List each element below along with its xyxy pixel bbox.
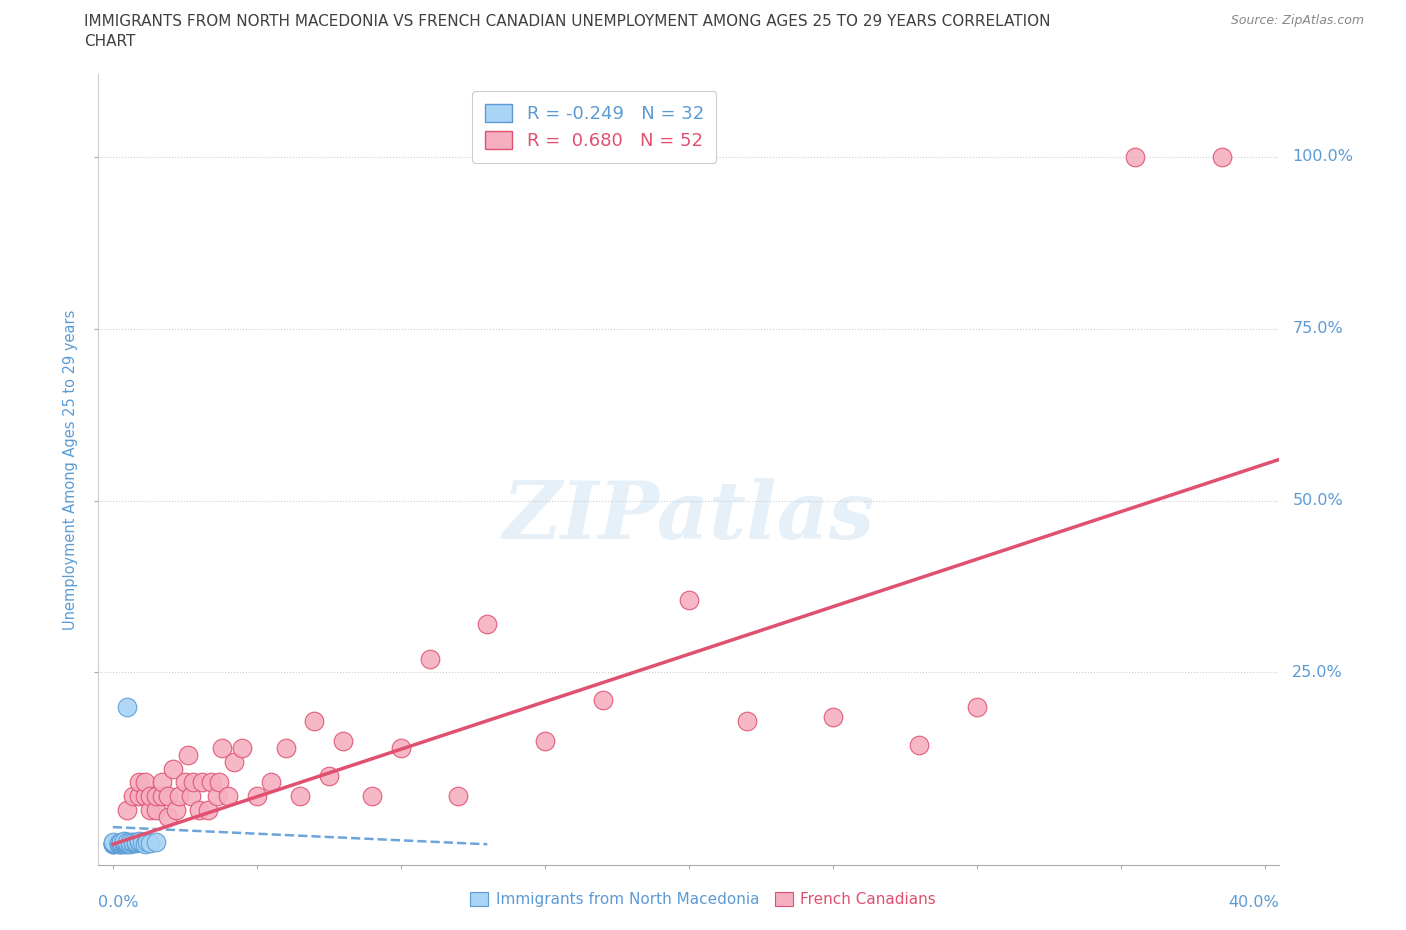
Point (156, 789, 179, 804)
Point (101, 837, 124, 852)
Point (274, 740, 297, 755)
Point (165, 803, 187, 817)
Point (419, 651, 441, 666)
Point (125, 835, 148, 850)
Point (260, 775, 283, 790)
Point (115, 834, 138, 849)
Point (177, 748, 200, 763)
Point (156, 809, 179, 824)
Point (107, 837, 129, 852)
Text: 25.0%: 25.0% (1292, 665, 1343, 680)
Point (112, 835, 135, 850)
Point (1211, 150, 1233, 165)
Point (115, 699, 138, 714)
Point (110, 835, 132, 850)
Point (101, 837, 124, 852)
Point (304, 713, 326, 728)
Point (134, 789, 156, 804)
Point (107, 837, 129, 852)
Legend: Immigrants from North Macedonia, French Canadians: Immigrants from North Macedonia, French … (464, 885, 942, 913)
Point (361, 789, 384, 804)
Point (150, 775, 173, 790)
Point (112, 837, 135, 852)
Point (205, 789, 228, 804)
Point (101, 835, 124, 850)
Text: 0.0%: 0.0% (98, 896, 139, 910)
Point (208, 775, 231, 790)
Point (139, 835, 162, 850)
Point (134, 775, 156, 790)
Text: CHART: CHART (84, 34, 136, 49)
Point (101, 837, 124, 852)
Point (534, 734, 557, 749)
Point (110, 837, 132, 852)
Point (128, 833, 150, 848)
Point (115, 835, 138, 850)
Point (134, 837, 156, 852)
Point (173, 775, 195, 790)
Point (112, 833, 135, 848)
Point (150, 789, 173, 804)
Point (288, 789, 311, 804)
Text: 50.0%: 50.0% (1292, 493, 1343, 508)
Point (183, 775, 205, 790)
Point (167, 789, 190, 804)
Point (139, 789, 162, 804)
Point (128, 835, 150, 850)
Point (222, 754, 245, 769)
Point (678, 592, 700, 607)
Point (120, 835, 142, 850)
Point (145, 803, 167, 817)
Point (112, 835, 135, 850)
Point (447, 789, 470, 804)
Text: ZIPatlas: ZIPatlas (503, 478, 875, 556)
Point (217, 789, 239, 804)
Point (115, 837, 138, 852)
Point (145, 789, 167, 804)
Text: IMMIGRANTS FROM NORTH MACEDONIA VS FRENCH CANADIAN UNEMPLOYMENT AMONG AGES 25 TO: IMMIGRANTS FROM NORTH MACEDONIA VS FRENC… (84, 14, 1050, 29)
Point (211, 740, 233, 755)
Point (122, 834, 145, 849)
Point (318, 768, 340, 783)
Point (246, 789, 269, 804)
Point (200, 775, 222, 790)
Point (1125, 150, 1147, 165)
Point (191, 775, 214, 790)
Point (145, 835, 167, 850)
Point (122, 835, 145, 850)
Point (128, 789, 150, 804)
Point (188, 803, 211, 817)
Point (966, 699, 988, 714)
Point (122, 789, 145, 804)
Point (908, 737, 931, 752)
Point (136, 835, 159, 850)
Point (101, 835, 124, 850)
Point (180, 789, 202, 804)
Point (197, 803, 219, 817)
Point (128, 775, 150, 790)
Point (389, 740, 412, 755)
Point (735, 713, 758, 728)
Point (120, 837, 142, 852)
Point (821, 710, 844, 724)
Legend: R = -0.249   N = 32, R =  0.680   N = 52: R = -0.249 N = 32, R = 0.680 N = 52 (472, 91, 717, 163)
Point (115, 803, 138, 817)
Point (110, 835, 132, 850)
Point (107, 835, 129, 850)
Point (139, 803, 162, 817)
Point (332, 734, 354, 749)
Y-axis label: Unemployment Among Ages 25 to 29 years: Unemployment Among Ages 25 to 29 years (63, 310, 79, 630)
Text: Source: ZipAtlas.com: Source: ZipAtlas.com (1230, 14, 1364, 27)
Point (125, 834, 148, 849)
Point (477, 617, 499, 631)
Point (592, 693, 614, 708)
Text: 100.0%: 100.0% (1292, 150, 1354, 165)
Point (231, 740, 253, 755)
Text: 40.0%: 40.0% (1229, 896, 1279, 910)
Point (162, 762, 184, 777)
Text: 75.0%: 75.0% (1292, 321, 1343, 337)
Point (131, 834, 153, 849)
